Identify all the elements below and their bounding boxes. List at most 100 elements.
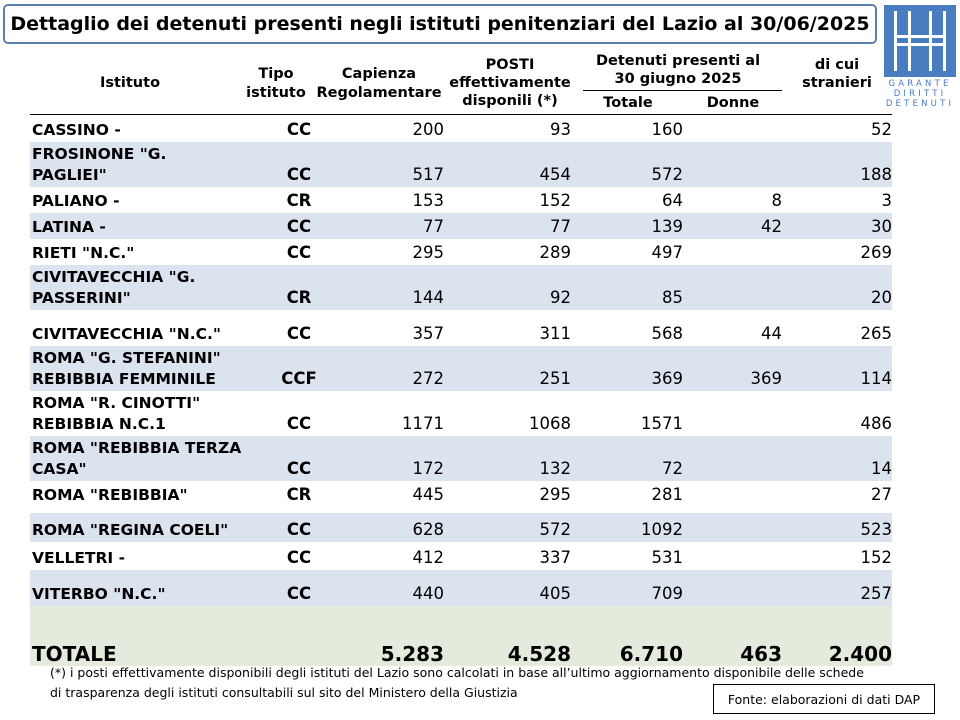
cell-capienza: 172	[412, 459, 445, 478]
source-box: Fonte: elaborazioni di dati DAP	[713, 684, 935, 714]
header-donne: Donne	[706, 95, 760, 111]
cell-donne: 44	[761, 324, 782, 343]
header-istituto: Istituto	[99, 75, 161, 91]
cell-posti: 405	[539, 584, 572, 603]
cell-stranieri: 3	[881, 191, 893, 210]
cell-totale: 72	[662, 459, 683, 478]
cell-stranieri: 486	[860, 414, 893, 433]
totals-donne: 463	[740, 642, 782, 666]
cell-stranieri: 257	[860, 584, 893, 603]
totals-capienza: 5.283	[380, 642, 444, 666]
cell-capienza: 200	[412, 120, 445, 139]
istituto-name: LATINA -	[32, 218, 106, 236]
table-row: ROMA "G. STEFANINI" REBIBBIA FEMMINILE CCF…	[30, 346, 892, 391]
logo-text-line3: DETENUTI	[885, 99, 955, 109]
cell-totale: 160	[651, 120, 684, 139]
cell-stranieri: 14	[871, 459, 892, 478]
istituto-name: ROMA "G. STEFANINI"	[32, 349, 221, 367]
cell-totale: 369	[651, 369, 684, 388]
totals-row: TOTALE 5.283 4.528 6.710 463 2.400	[30, 606, 892, 666]
istituto-name: PALIANO -	[32, 192, 120, 210]
cell-posti: 77	[550, 217, 571, 236]
footnote-line2: di trasparenza degli istituti consultabi…	[50, 685, 518, 700]
cell-stranieri: 20	[871, 288, 892, 307]
tipo-istituto: CC	[286, 165, 312, 184]
tipo-istituto: CC	[286, 414, 312, 433]
cell-totale: 709	[651, 584, 684, 603]
cell-posti: 132	[539, 459, 572, 478]
tipo-istituto: CC	[286, 120, 312, 139]
page-title: Dettaglio dei detenuti presenti negli is…	[3, 4, 877, 44]
table-row: ROMA "REGINA COELI" CC 628 572 1092 523	[30, 513, 892, 542]
cell-totale: 1571	[641, 414, 683, 433]
page-title-text: Dettaglio dei detenuti presenti negli is…	[10, 13, 870, 35]
columns-icon	[884, 5, 956, 77]
totals-label: TOTALE	[32, 642, 117, 666]
cell-stranieri: 152	[860, 548, 893, 567]
cell-donne: 369	[750, 369, 783, 388]
cell-posti: 337	[539, 548, 572, 567]
tipo-istituto: CC	[286, 548, 312, 567]
cell-posti: 1068	[529, 414, 571, 433]
table-row: ROMA "REBIBBIA" CR 445 295 281 27	[30, 481, 892, 507]
garante-logo: GARANTE DIRITTI DETENUTI	[882, 3, 958, 109]
cell-donne: 8	[771, 191, 783, 210]
table-row: VELLETRI - CC 412 337 531 152	[30, 542, 892, 570]
cell-stranieri: 30	[871, 217, 892, 236]
cell-totale: 531	[651, 548, 684, 567]
header-detenuti-line2: 30 giugno 2025	[614, 71, 742, 87]
cell-posti: 251	[539, 369, 572, 388]
cell-posti: 311	[539, 324, 572, 343]
tipo-istituto: CC	[286, 217, 312, 236]
istituto-name-line2: PAGLIEI"	[32, 166, 107, 184]
footnote-line1: (*) i posti effettivamente disponibili d…	[50, 665, 864, 680]
tipo-istituto: CC	[286, 584, 312, 603]
header-bottom-divider	[30, 114, 892, 115]
cell-totale: 281	[651, 485, 684, 504]
cell-posti: 93	[550, 120, 571, 139]
header-capienza-line1: Capienza	[341, 66, 417, 82]
cell-stranieri: 523	[860, 520, 893, 539]
cell-capienza: 517	[412, 165, 445, 184]
cell-capienza: 357	[412, 324, 445, 343]
istituto-name: ROMA "REBIBBIA TERZA	[32, 439, 242, 457]
istituto-name: VELLETRI -	[32, 549, 126, 567]
istituto-name: ROMA "REGINA COELI"	[32, 521, 229, 539]
tipo-istituto: CC	[286, 459, 312, 478]
cell-totale: 64	[662, 191, 683, 210]
cell-capienza: 445	[412, 485, 445, 504]
istituto-name: CIVITAVECCHIA "N.C."	[32, 325, 221, 343]
cell-capienza: 153	[412, 191, 445, 210]
istituto-name-line2: REBIBBIA N.C.1	[32, 415, 166, 433]
totals-posti: 4.528	[507, 642, 571, 666]
tipo-istituto: CR	[286, 288, 312, 307]
tipo-istituto: CC	[286, 324, 312, 343]
totals-totale: 6.710	[619, 642, 683, 666]
source-text: Fonte: elaborazioni di dati DAP	[727, 691, 921, 707]
istituto-name: CIVITAVECCHIA "G.	[32, 268, 196, 286]
tipo-istituto: CC	[286, 520, 312, 539]
tipo-istituto: CC	[286, 243, 312, 262]
cell-capienza: 1171	[402, 414, 444, 433]
cell-capienza: 272	[412, 369, 445, 388]
istituto-name: ROMA "REBIBBIA"	[32, 486, 188, 504]
logo-text-line2: DIRITTI	[893, 89, 947, 99]
table-row: CIVITAVECCHIA "N.C." CC 357 311 568 44 265	[30, 310, 892, 346]
totals-stranieri: 2.400	[828, 642, 892, 666]
cell-capienza: 144	[412, 288, 445, 307]
table-row: LATINA - CC 77 77 139 42 30	[30, 213, 892, 239]
cell-stranieri: 265	[860, 324, 893, 343]
cell-posti: 152	[539, 191, 572, 210]
cell-totale: 497	[651, 243, 684, 262]
cell-capienza: 440	[412, 584, 445, 603]
cell-stranieri: 52	[871, 120, 892, 139]
header-stranieri-line1: di cui	[814, 57, 860, 73]
istituto-name: ROMA "R. CINOTTI"	[32, 394, 201, 412]
cell-donne: 42	[761, 217, 782, 236]
tipo-istituto: CR	[286, 191, 312, 210]
cell-stranieri: 269	[860, 243, 893, 262]
cell-capienza: 412	[412, 548, 445, 567]
cell-stranieri: 114	[860, 369, 893, 388]
cell-totale: 85	[662, 288, 683, 307]
table-row: VITERBO "N.C." CC 440 405 709 257	[30, 570, 892, 606]
